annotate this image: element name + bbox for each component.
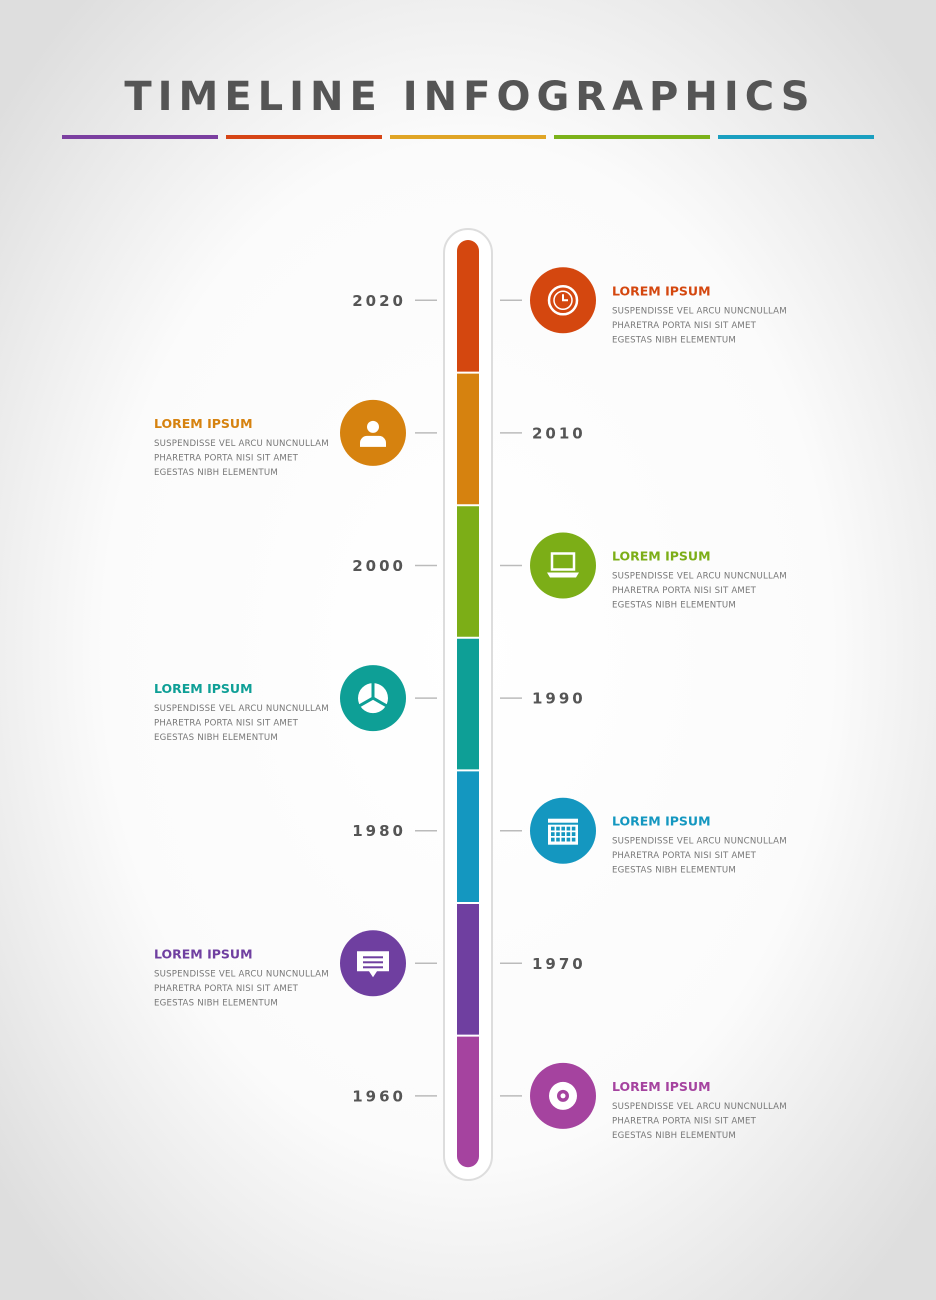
timeline-segment: [457, 1036, 479, 1168]
title: TIMELINE INFOGRAPHICS: [124, 74, 815, 120]
item-body: PHARETRA PORTA NISI SIT AMET: [612, 851, 757, 861]
icon-part: [566, 832, 571, 836]
icon-part: [358, 682, 388, 708]
item-body: EGESTAS NIBH ELEMENTUM: [612, 601, 736, 611]
icon: [549, 1081, 577, 1110]
timeline-item: 2020 LOREM IPSUM SUSPENDISSE VEL ARCU NUNC…: [352, 240, 787, 372]
timeline-segment: [457, 506, 479, 637]
icon-part: [363, 961, 383, 964]
year-label: 1960: [352, 1087, 406, 1105]
icon: [357, 951, 389, 978]
timeline-segment: [457, 904, 479, 1035]
timeline-item: 1990 LOREM IPSUM SUSPENDISSE VEL ARCU NUNC…: [154, 638, 586, 770]
icon-part: [551, 832, 555, 836]
icon: [360, 420, 386, 447]
timeline-item: 1980 LOREM IPSUM SUSPENDISSE VEL ARCU NUNC…: [352, 771, 787, 902]
timeline-segment: [457, 638, 479, 770]
item-body: PHARETRA PORTA NISI SIT AMET: [154, 453, 299, 463]
icon-part: [367, 420, 379, 433]
icon-part: [548, 822, 578, 825]
item-body: SUSPENDISSE VEL ARCU NUNCNULLAM: [154, 704, 329, 714]
icon-part: [562, 294, 568, 302]
icon-part: [360, 435, 386, 447]
icon-part: [561, 832, 565, 836]
item-heading: LOREM IPSUM: [612, 283, 711, 298]
timeline-items: 2020 LOREM IPSUM SUSPENDISSE VEL ARCU NUNC…: [154, 240, 787, 1168]
item-heading: LOREM IPSUM: [612, 814, 711, 829]
icon-part: [556, 826, 560, 831]
timeline-segment: [457, 240, 479, 372]
item-body: SUSPENDISSE VEL ARCU NUNCNULLAM: [612, 572, 787, 582]
timeline-item: 1970 LOREM IPSUM SUSPENDISSE VEL ARCU NUNC…: [154, 904, 586, 1035]
timeline-segment: [457, 771, 479, 902]
icon-part: [556, 837, 560, 842]
year-label: 1970: [532, 955, 586, 973]
item-body: EGESTAS NIBH ELEMENTUM: [612, 335, 736, 345]
item-body: PHARETRA PORTA NISI SIT AMET: [612, 321, 757, 331]
item-body: EGESTAS NIBH ELEMENTUM: [154, 998, 278, 1008]
icon-part: [547, 572, 579, 578]
year-label: 2020: [352, 292, 406, 310]
item-body: PHARETRA PORTA NISI SIT AMET: [612, 586, 757, 596]
icon-part: [561, 826, 565, 831]
icon: [547, 285, 579, 316]
year-label: 2010: [532, 424, 586, 442]
icon-part: [547, 285, 579, 316]
icon-part: [560, 1093, 566, 1099]
icon-part: [571, 837, 576, 842]
underline-segment: [390, 135, 546, 139]
year-label: 2000: [352, 557, 406, 575]
title-underline: [62, 135, 874, 139]
icon-circle: [530, 532, 596, 599]
item-body: PHARETRA PORTA NISI SIT AMET: [154, 984, 299, 994]
icon-part: [551, 837, 555, 842]
item-heading: LOREM IPSUM: [154, 946, 253, 961]
icon-part: [566, 826, 571, 831]
icon-part: [566, 837, 571, 842]
icon-part: [561, 837, 565, 842]
timeline-item: 1960 LOREM IPSUM SUSPENDISSE VEL ARCU NUNC…: [352, 1036, 787, 1168]
icon-part: [556, 832, 560, 836]
icon-part: [551, 826, 555, 831]
year-label: 1980: [352, 822, 406, 840]
icon-part: [363, 966, 383, 969]
icon-part: [363, 956, 383, 959]
icon: [547, 552, 579, 578]
item-body: PHARETRA PORTA NISI SIT AMET: [612, 1116, 757, 1126]
item-body: SUSPENDISSE VEL ARCU NUNCNULLAM: [154, 969, 329, 979]
icon-part: [550, 552, 576, 571]
item-body: PHARETRA PORTA NISI SIT AMET: [154, 719, 299, 729]
icon-part: [571, 826, 576, 831]
item-body: SUSPENDISSE VEL ARCU NUNCNULLAM: [612, 1102, 787, 1112]
timeline-segment: [457, 373, 479, 505]
icon-part: [553, 290, 573, 311]
item-body: EGESTAS NIBH ELEMENTUM: [154, 468, 278, 478]
item-heading: LOREM IPSUM: [612, 1079, 711, 1094]
icon: [358, 682, 388, 714]
item-heading: LOREM IPSUM: [612, 549, 711, 564]
item-body: SUSPENDISSE VEL ARCU NUNCNULLAM: [612, 306, 787, 316]
item-body: EGESTAS NIBH ELEMENTUM: [612, 866, 736, 876]
year-label: 1990: [532, 690, 586, 708]
item-body: EGESTAS NIBH ELEMENTUM: [612, 1131, 736, 1141]
underline-segment: [62, 135, 218, 139]
item-heading: LOREM IPSUM: [154, 681, 253, 696]
underline-segment: [554, 135, 710, 139]
item-heading: LOREM IPSUM: [154, 416, 253, 431]
item-body: SUSPENDISSE VEL ARCU NUNCNULLAM: [612, 837, 787, 847]
timeline-item: 2010 LOREM IPSUM SUSPENDISSE VEL ARCU NUNC…: [154, 373, 586, 505]
item-body: SUSPENDISSE VEL ARCU NUNCNULLAM: [154, 439, 329, 449]
icon-part: [571, 832, 576, 836]
item-body: EGESTAS NIBH ELEMENTUM: [154, 733, 278, 743]
underline-segment: [226, 135, 382, 139]
timeline-item: 2000 LOREM IPSUM SUSPENDISSE VEL ARCU NUNC…: [352, 506, 787, 637]
icon: [548, 818, 578, 845]
underline-segment: [718, 135, 874, 139]
